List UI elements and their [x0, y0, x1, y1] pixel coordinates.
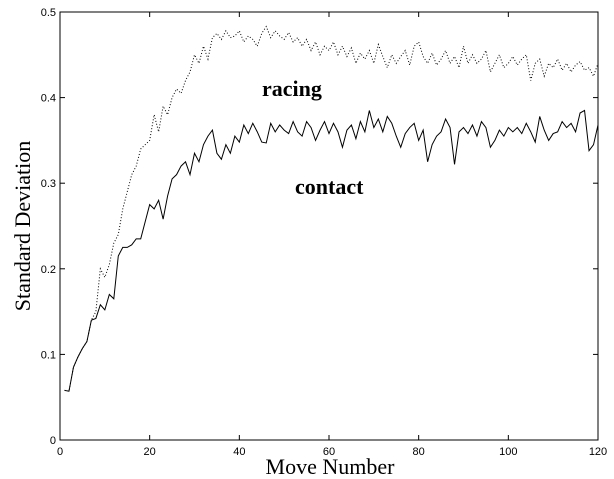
- series-line: [64, 109, 599, 392]
- x-tick-label: 120: [589, 446, 607, 458]
- y-tick-label: 0.5: [41, 7, 56, 19]
- x-tick-label: 80: [413, 446, 425, 458]
- y-axis-label: Standard Deviation: [10, 141, 35, 311]
- series-label: racing: [262, 76, 322, 101]
- y-tick-label: 0.4: [41, 93, 56, 105]
- x-tick-label: 60: [323, 446, 335, 458]
- y-tick-label: 0: [50, 435, 56, 447]
- series-line: [64, 25, 599, 392]
- x-tick-label: 20: [144, 446, 156, 458]
- plot-frame: [59, 11, 599, 441]
- y-tick-label: 0.1: [41, 349, 56, 361]
- x-tick-label: 40: [233, 446, 245, 458]
- y-tick-label: 0.2: [41, 264, 56, 276]
- series-label: contact: [295, 174, 364, 199]
- x-tick-label: 100: [499, 446, 517, 458]
- x-axis-label: Move Number: [266, 454, 396, 479]
- x-tick-label: 0: [57, 446, 63, 458]
- y-tick-label: 0.3: [41, 178, 56, 190]
